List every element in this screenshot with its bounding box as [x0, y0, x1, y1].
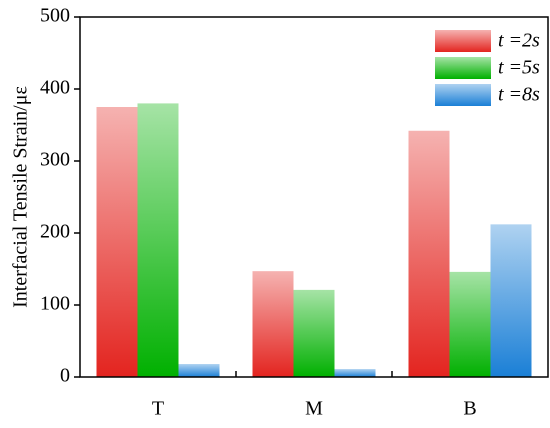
- bar: [334, 369, 376, 377]
- y-tick-label: 400: [40, 77, 70, 99]
- legend-label: t =5s: [498, 57, 540, 79]
- y-tick-label: 0: [60, 365, 70, 387]
- legend-swatch: [435, 57, 491, 79]
- x-tick-label: B: [463, 398, 476, 420]
- y-tick-label: 300: [40, 149, 70, 171]
- bar: [293, 289, 335, 377]
- x-tick-label: M: [305, 398, 323, 420]
- bar: [252, 271, 294, 377]
- legend-label: t =2s: [498, 30, 540, 52]
- bar: [408, 130, 450, 377]
- plot-frame: [79, 16, 549, 378]
- legend-swatch: [435, 84, 491, 106]
- bar: [137, 103, 179, 378]
- y-axis-label: Interfacial Tensile Strain/με: [10, 86, 32, 308]
- y-tick-label: 100: [40, 293, 70, 315]
- bar: [490, 224, 532, 377]
- x-tick-label: T: [152, 398, 164, 420]
- legend-swatch: [435, 30, 491, 52]
- bar: [449, 271, 491, 377]
- bar: [178, 364, 220, 377]
- y-tick-label: 200: [40, 221, 70, 243]
- legend-label: t =8s: [498, 84, 540, 106]
- bar: [96, 107, 138, 377]
- y-tick-label: 500: [40, 5, 70, 27]
